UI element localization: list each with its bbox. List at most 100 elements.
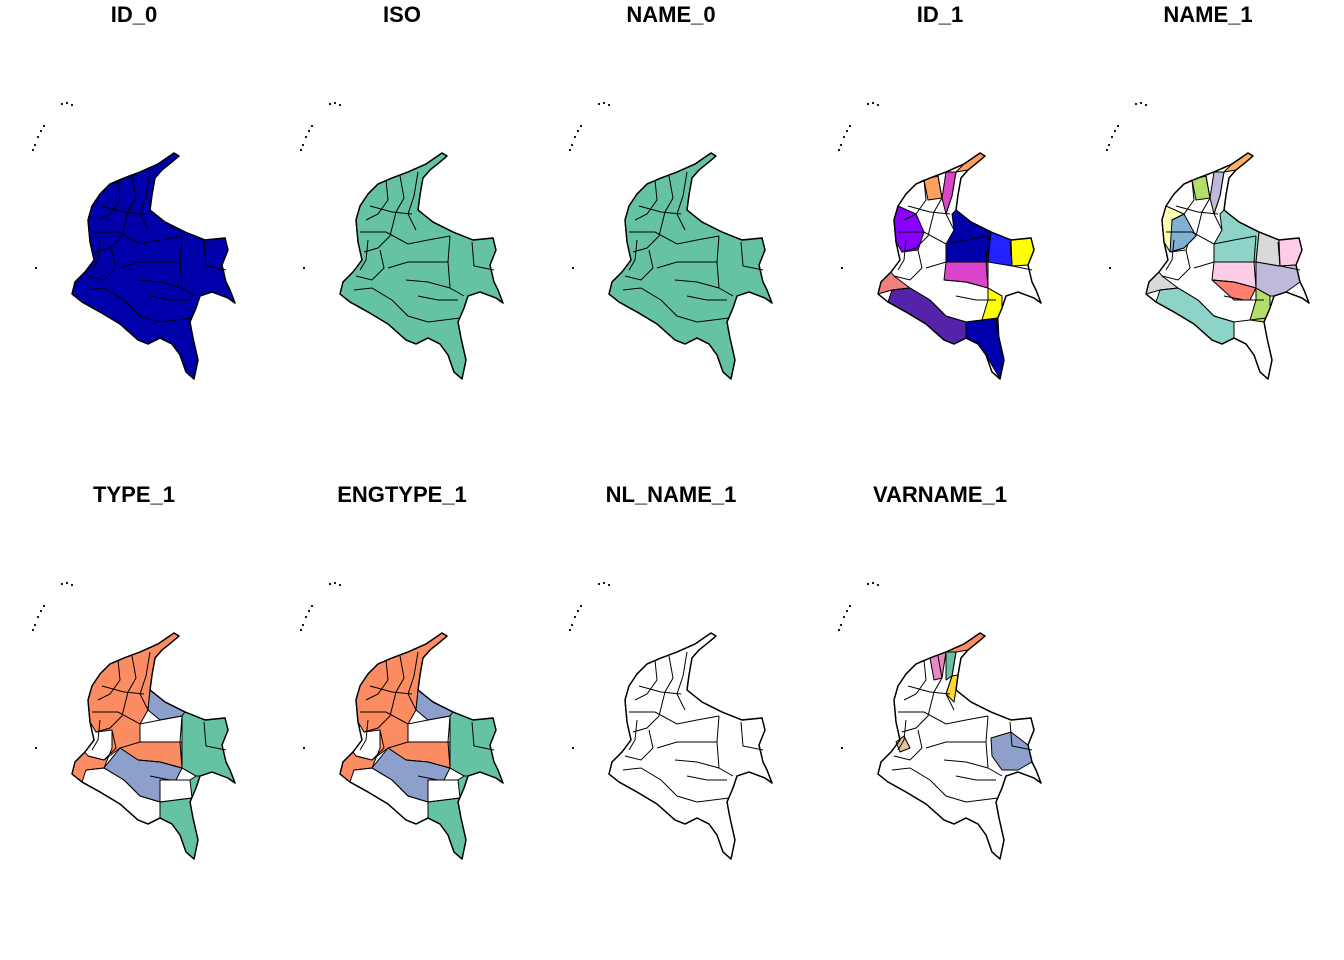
- department-border: [355, 249, 385, 281]
- department-region: [1255, 231, 1281, 267]
- department-border: [92, 231, 183, 245]
- department-border: [137, 279, 183, 289]
- department-border: [85, 767, 193, 803]
- department-border: [622, 767, 730, 803]
- island-dot: [65, 101, 69, 105]
- department-border: [622, 287, 730, 323]
- department-border: [638, 205, 682, 215]
- map-panel-name-0: NAME_0: [537, 0, 805, 460]
- colombia-map: [837, 101, 1042, 380]
- island-dot: [1110, 135, 1114, 139]
- country-group: [339, 152, 504, 380]
- department-border: [943, 279, 989, 289]
- department-border: [985, 235, 1003, 297]
- island-dot: [338, 583, 342, 587]
- colombia-map: [1105, 101, 1310, 380]
- panel-title: VARNAME_1: [872, 482, 1008, 507]
- island-dot: [33, 623, 37, 627]
- island-dot: [31, 628, 35, 632]
- island-dot: [60, 582, 64, 586]
- map-panel-engtype-1: ENGTYPE_1: [268, 480, 536, 940]
- island-dot: [34, 266, 38, 270]
- department-border: [360, 711, 451, 725]
- department-border: [897, 239, 907, 271]
- department-border: [945, 171, 957, 231]
- department-border: [943, 759, 989, 769]
- department-border: [359, 719, 369, 751]
- department-region: [1278, 237, 1303, 267]
- island-dot: [568, 148, 572, 152]
- department-border: [369, 205, 413, 215]
- island-dot: [866, 582, 870, 586]
- department-border: [149, 295, 190, 301]
- island-dot: [576, 609, 580, 613]
- department-region: [1213, 209, 1260, 263]
- department-border: [92, 711, 183, 725]
- island-dot: [842, 135, 846, 139]
- island-dot: [839, 143, 843, 147]
- island-dot: [42, 124, 46, 128]
- country-group: [877, 152, 1042, 380]
- department-border: [955, 775, 996, 781]
- island-dot: [1139, 101, 1143, 105]
- department-border: [353, 767, 461, 803]
- department-border: [1193, 261, 1254, 269]
- department-border: [363, 655, 405, 733]
- department-border: [716, 235, 734, 297]
- department-border: [676, 651, 688, 711]
- island-dot: [573, 615, 577, 619]
- colombia-map: [837, 581, 1042, 860]
- country-group: [339, 632, 504, 860]
- island-dot: [65, 581, 69, 585]
- island-dot: [607, 583, 611, 587]
- island-dot: [848, 124, 852, 128]
- department-border: [405, 759, 451, 769]
- island-dot: [597, 102, 601, 106]
- department-border: [629, 231, 720, 245]
- island-dot: [307, 609, 311, 613]
- department-border: [365, 659, 389, 701]
- island-dot: [36, 615, 40, 619]
- island-dot: [42, 604, 46, 608]
- island-dot: [1134, 102, 1138, 106]
- department-border: [85, 287, 193, 323]
- map-panel-iso: ISO: [268, 0, 536, 460]
- department-border: [629, 711, 720, 725]
- panel-title: NL_NAME_1: [605, 482, 737, 507]
- country-border: [71, 152, 236, 380]
- country-group: [71, 632, 236, 860]
- department-border: [656, 261, 717, 269]
- department-border: [891, 287, 999, 323]
- map-panel-varname-1: VARNAME_1: [806, 480, 1074, 940]
- island-dot: [1144, 103, 1148, 107]
- island-dot: [597, 582, 601, 586]
- department-border: [686, 775, 727, 781]
- island-dot: [299, 628, 303, 632]
- department-border: [137, 759, 183, 769]
- department-border: [1213, 171, 1225, 231]
- department-border: [387, 261, 448, 269]
- department-border: [1009, 241, 1033, 271]
- department-border: [95, 655, 137, 733]
- island-dot: [70, 103, 74, 107]
- island-dot: [848, 604, 852, 608]
- panel-title: ID_1: [916, 2, 964, 27]
- island-dot: [571, 746, 575, 750]
- department-border: [893, 249, 923, 281]
- department-border: [925, 261, 986, 269]
- island-dot: [39, 129, 43, 133]
- island-dot: [579, 604, 583, 608]
- country-border: [1145, 152, 1310, 380]
- island-dot: [333, 101, 337, 105]
- department-region: [955, 152, 986, 173]
- department-border: [97, 179, 121, 221]
- department-border: [907, 685, 951, 695]
- department-border: [638, 685, 682, 695]
- island-dot: [1108, 266, 1112, 270]
- country-border: [339, 152, 504, 380]
- department-border: [91, 239, 101, 271]
- country-border: [339, 632, 504, 860]
- department-border: [903, 179, 927, 221]
- department-border: [1165, 239, 1175, 271]
- island-dot: [570, 143, 574, 147]
